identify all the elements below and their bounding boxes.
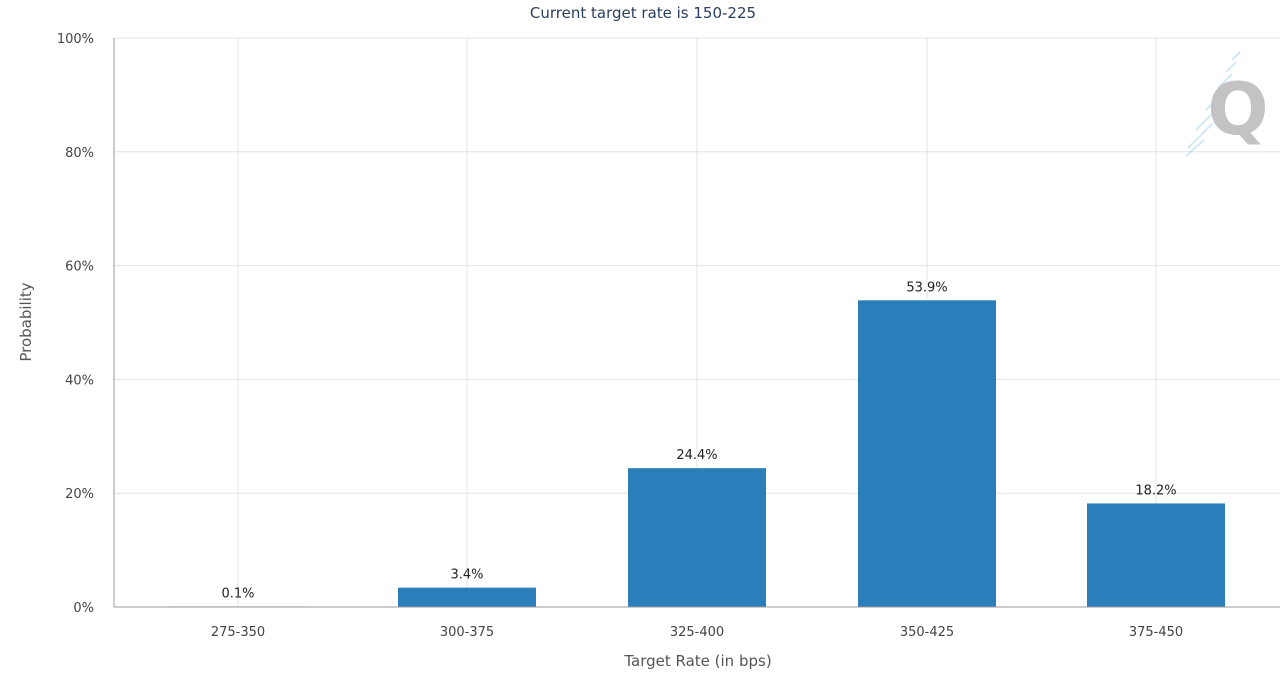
watermark-logo: Q — [1185, 51, 1269, 157]
chart-subtitle: Current target rate is 150-225 — [530, 4, 756, 22]
watermark-letter: Q — [1207, 67, 1268, 151]
bar-data-label: 3.4% — [450, 568, 483, 583]
bars — [169, 300, 1225, 607]
y-tick-label: 20% — [65, 487, 94, 502]
bar — [858, 300, 996, 607]
x-tick-label: 350-425 — [900, 625, 954, 640]
y-tick-labels: 0% 20% 40% 60% 80% 100% — [57, 32, 94, 616]
bar — [628, 468, 766, 607]
x-tick-label: 300-375 — [440, 625, 494, 640]
bar — [398, 587, 536, 607]
bar — [1087, 503, 1225, 607]
x-tick-label: 325-400 — [670, 625, 724, 640]
x-tick-labels: 275-350 300-375 325-400 350-425 375-450 — [211, 625, 1183, 640]
x-tick-label: 275-350 — [211, 625, 265, 640]
x-tick-label: 375-450 — [1129, 625, 1183, 640]
x-axis-title: Target Rate (in bps) — [623, 652, 771, 670]
bar-data-label: 18.2% — [1135, 483, 1176, 498]
bar-data-label: 0.1% — [221, 586, 254, 601]
y-tick-label: 100% — [57, 32, 94, 47]
y-tick-label: 40% — [65, 373, 94, 388]
bar-data-label: 53.9% — [906, 280, 947, 295]
y-tick-label: 0% — [73, 601, 94, 616]
data-labels: 0.1% 3.4% 24.4% 53.9% 18.2% — [221, 280, 1176, 601]
y-tick-label: 60% — [65, 260, 94, 275]
bar-data-label: 24.4% — [676, 448, 717, 463]
y-axis-title: Probability — [17, 282, 35, 361]
y-tick-label: 80% — [65, 146, 94, 161]
